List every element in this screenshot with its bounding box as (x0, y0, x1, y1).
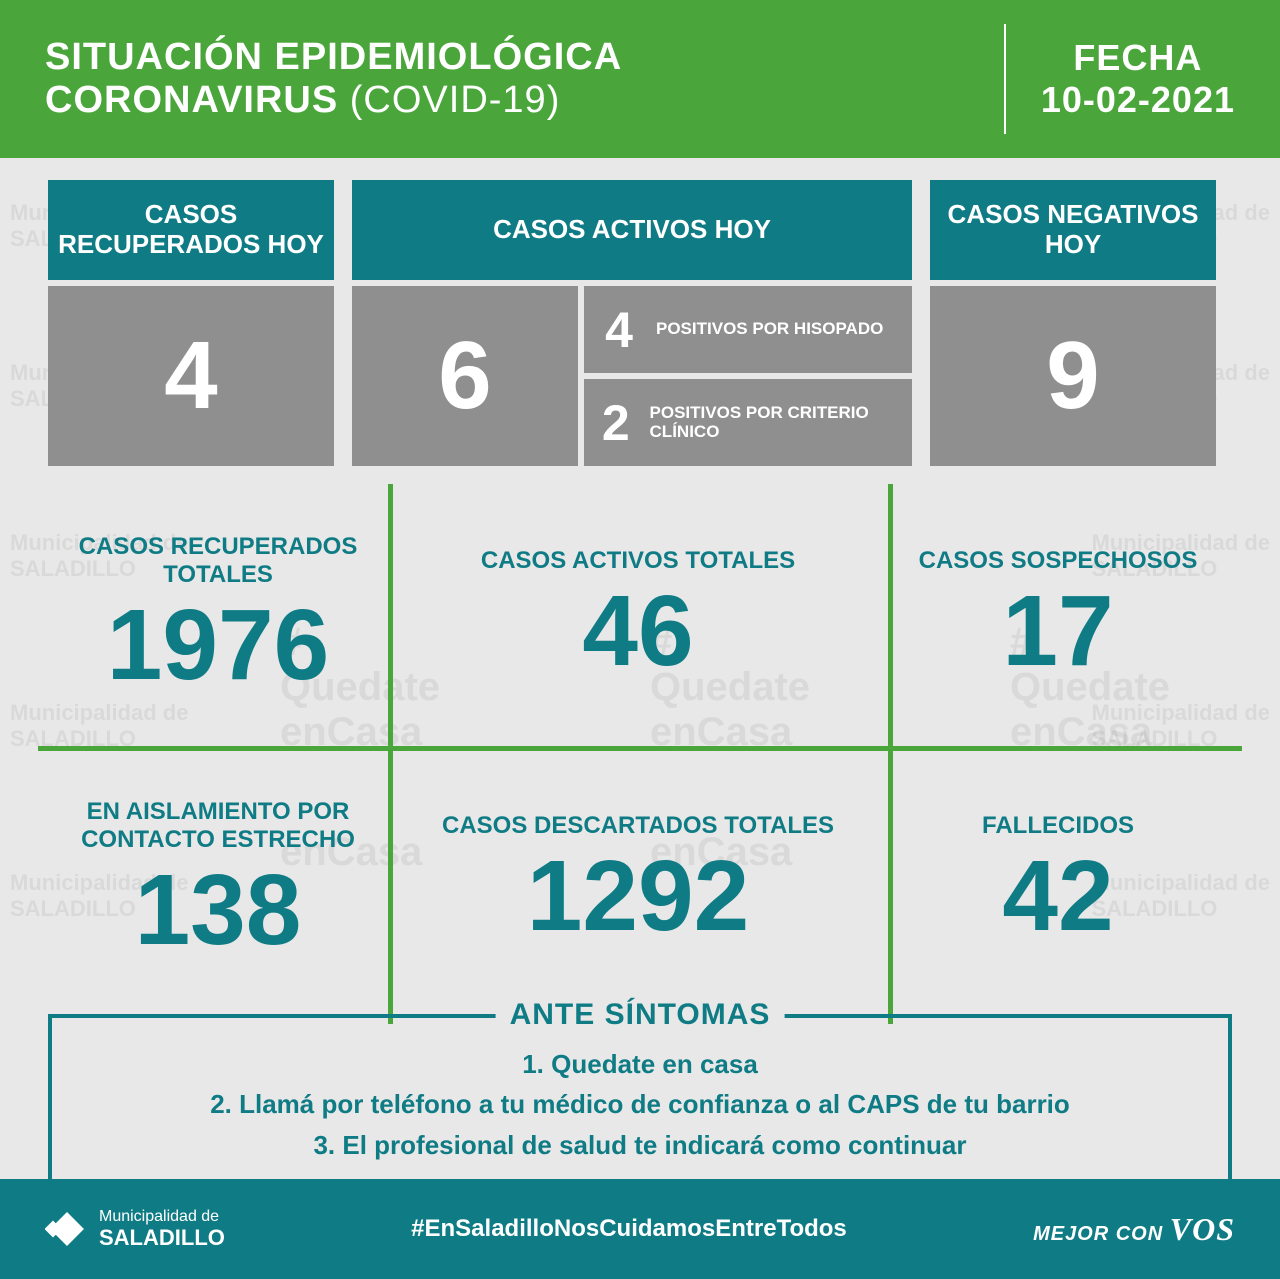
stat-value: 46 (582, 581, 693, 681)
header-divider (1004, 24, 1006, 134)
breakdown-value: 4 (598, 301, 640, 359)
label-text: CASOS NEGATIVOS HOY (930, 200, 1216, 260)
body-area: CASOS RECUPERADOS HOY CASOS ACTIVOS HOY … (0, 158, 1280, 1014)
header-bar: SITUACIÓN EPIDEMIOLÓGICA CORONAVIRUS (CO… (0, 0, 1280, 158)
stat-suspicious: CASOS SOSPECHOSOS 17 (888, 494, 1228, 734)
footer-hashtag: #EnSaladilloNosCuidamosEntreTodos (255, 1215, 1003, 1243)
title-thin: (COVID-19) (350, 79, 561, 121)
negative-today-value: 9 (930, 286, 1216, 466)
symptoms-title: ANTE SÍNTOMAS (496, 998, 785, 1032)
label-text: CASOS RECUPERADOS HOY (48, 200, 334, 260)
stat-label: CASOS DESCARTADOS TOTALES (442, 812, 834, 840)
symptoms-line-1: 1. Quedate en casa (72, 1044, 1208, 1084)
negative-today-label: CASOS NEGATIVOS HOY (930, 180, 1216, 280)
header-date-block: FECHA 10-02-2021 (1041, 37, 1235, 121)
stat-value: 17 (1002, 581, 1113, 681)
grid-line-horizontal (38, 746, 1242, 751)
diamond-icon (45, 1207, 89, 1251)
stat-recovered-total: CASOS RECUPERADOS TOTALES 1976 (48, 494, 388, 734)
slogan-vos: VOS (1170, 1211, 1235, 1247)
stat-label: FALLECIDOS (982, 812, 1134, 840)
today-labels-row: CASOS RECUPERADOS HOY CASOS ACTIVOS HOY … (48, 180, 1232, 280)
footer-bar: Municipalidad de SALADILLO #EnSaladilloN… (0, 1179, 1280, 1279)
report-container: Municipalidad deSALADILLO Municipalidad … (0, 0, 1280, 1279)
title-line2: CORONAVIRUS (COVID-19) (45, 79, 969, 122)
stat-deaths: FALLECIDOS 42 (888, 759, 1228, 999)
stat-active-total: CASOS ACTIVOS TOTALES 46 (388, 494, 888, 734)
breakdown-value: 2 (598, 394, 634, 452)
org-line2: SALADILLO (99, 1226, 225, 1250)
stat-label: CASOS ACTIVOS TOTALES (481, 547, 795, 575)
org-line1: Municipalidad de (99, 1208, 225, 1226)
date-value: 10-02-2021 (1041, 79, 1235, 121)
active-today-label: CASOS ACTIVOS HOY (352, 180, 912, 280)
breakdown-label: POSITIVOS POR CRITERIO CLÍNICO (650, 404, 898, 441)
stat-discarded: CASOS DESCARTADOS TOTALES 1292 (388, 759, 888, 999)
active-breakdown: 4 POSITIVOS POR HISOPADO 2 POSITIVOS POR… (584, 286, 912, 466)
stat-label: CASOS SOSPECHOSOS (919, 547, 1198, 575)
stat-value: 138 (135, 860, 302, 960)
footer-org: Municipalidad de SALADILLO (99, 1208, 225, 1250)
header-title: SITUACIÓN EPIDEMIOLÓGICA CORONAVIRUS (CO… (45, 36, 969, 122)
stat-value: 42 (1002, 846, 1113, 946)
recovered-today-value: 4 (48, 286, 334, 466)
symptoms-line-3: 3. El profesional de salud te indicará c… (72, 1125, 1208, 1165)
footer-slogan: MEJOR CON VOS (1033, 1211, 1235, 1248)
date-label: FECHA (1041, 37, 1235, 79)
stat-isolation: EN AISLAMIENTO POR CONTACTO ESTRECHO 138 (48, 759, 388, 999)
stat-label: CASOS RECUPERADOS TOTALES (48, 533, 388, 588)
breakdown-clinico: 2 POSITIVOS POR CRITERIO CLÍNICO (584, 379, 912, 466)
recovered-today-label: CASOS RECUPERADOS HOY (48, 180, 334, 280)
slogan-pre: MEJOR CON (1033, 1223, 1170, 1245)
stat-value: 1976 (107, 595, 329, 695)
label-text: CASOS ACTIVOS HOY (493, 215, 771, 245)
title-bold: CORONAVIRUS (45, 79, 338, 121)
stat-label: EN AISLAMIENTO POR CONTACTO ESTRECHO (48, 798, 388, 853)
active-today-split: 6 4 POSITIVOS POR HISOPADO 2 POSITIVOS P… (352, 286, 912, 466)
today-values-row: 4 6 4 POSITIVOS POR HISOPADO 2 POSITIVOS… (48, 286, 1232, 466)
breakdown-label: POSITIVOS POR HISOPADO (656, 320, 883, 339)
footer-logo: Municipalidad de SALADILLO (45, 1207, 225, 1251)
symptoms-box: ANTE SÍNTOMAS 1. Quedate en casa 2. Llam… (48, 1014, 1232, 1189)
totals-grid: CASOS RECUPERADOS TOTALES 1976 CASOS ACT… (48, 494, 1232, 1014)
stat-value: 1292 (527, 846, 749, 946)
title-line1: SITUACIÓN EPIDEMIOLÓGICA (45, 36, 969, 79)
active-today-value: 6 (352, 286, 578, 466)
breakdown-hisopado: 4 POSITIVOS POR HISOPADO (584, 286, 912, 373)
symptoms-line-2: 2. Llamá por teléfono a tu médico de con… (72, 1084, 1208, 1124)
